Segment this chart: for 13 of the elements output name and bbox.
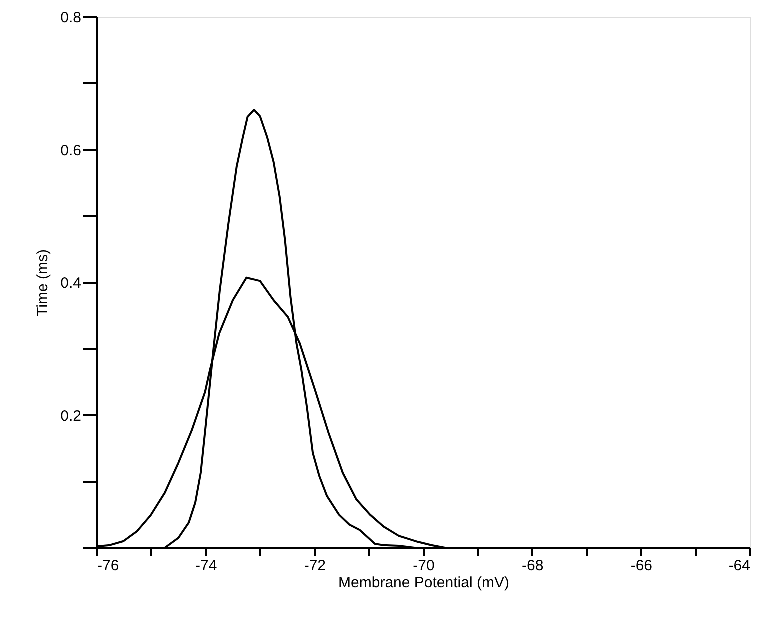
x-tick-label: -68	[522, 558, 544, 574]
x-tick-label: -70	[413, 558, 435, 574]
x-tick-label: -72	[304, 558, 326, 574]
x-tick-label: -74	[195, 558, 218, 574]
y-tick-label: 0.6	[60, 142, 82, 160]
y-tick-label: 0.2	[60, 408, 82, 425]
x-tick-label: -66	[630, 558, 653, 574]
y-axis-title: Time (ms)	[34, 250, 52, 316]
y-tick-label: 0.4	[60, 275, 82, 292]
y-tick-label: 0.8	[60, 10, 82, 26]
x-axis-title: Membrane Potential (mV)	[338, 574, 510, 592]
x-tick-label: -64	[728, 558, 750, 574]
x-tick-label: -76	[98, 558, 120, 574]
